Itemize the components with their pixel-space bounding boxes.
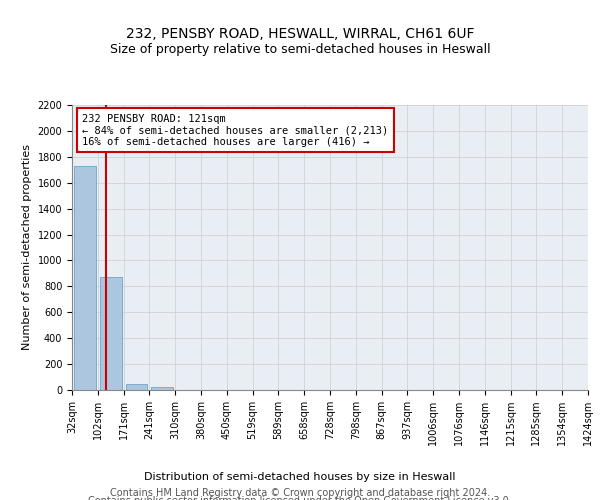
- Text: 232 PENSBY ROAD: 121sqm
← 84% of semi-detached houses are smaller (2,213)
16% of: 232 PENSBY ROAD: 121sqm ← 84% of semi-de…: [82, 114, 389, 147]
- Y-axis label: Number of semi-detached properties: Number of semi-detached properties: [22, 144, 32, 350]
- Text: Contains HM Land Registry data © Crown copyright and database right 2024.: Contains HM Land Registry data © Crown c…: [110, 488, 490, 498]
- Bar: [100, 278, 122, 390]
- Text: Distribution of semi-detached houses by size in Heswall: Distribution of semi-detached houses by …: [144, 472, 456, 482]
- Bar: [74, 166, 96, 390]
- Bar: [125, 384, 148, 390]
- Bar: [151, 388, 173, 390]
- Text: Size of property relative to semi-detached houses in Heswall: Size of property relative to semi-detach…: [110, 42, 490, 56]
- Text: 232, PENSBY ROAD, HESWALL, WIRRAL, CH61 6UF: 232, PENSBY ROAD, HESWALL, WIRRAL, CH61 …: [126, 28, 474, 42]
- Text: Contains public sector information licensed under the Open Government Licence v3: Contains public sector information licen…: [88, 496, 512, 500]
